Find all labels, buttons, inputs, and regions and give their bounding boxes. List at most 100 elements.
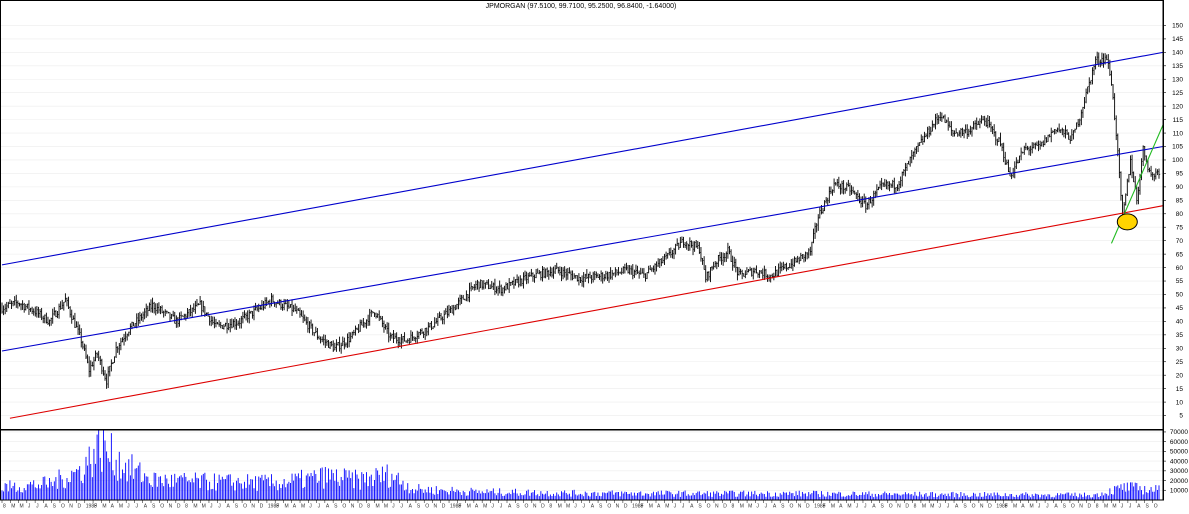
time-axis-label: D: [988, 504, 992, 510]
time-axis-label: J: [938, 504, 941, 510]
time-axis-label: J: [765, 504, 768, 510]
time-axis-label: M: [847, 504, 851, 510]
time-axis-label: O: [607, 504, 611, 510]
time-axis-label: J: [309, 504, 312, 510]
time-axis-label: O: [342, 504, 346, 510]
time-axis-label: M: [558, 504, 562, 510]
price-axis-label: 145: [1172, 36, 1183, 43]
time-axis-label: A: [475, 504, 479, 510]
time-axis-label: M: [467, 504, 471, 510]
time-axis-label: N: [433, 504, 437, 510]
price-axis-label: 125: [1172, 90, 1183, 97]
price-axis-label: 25: [1176, 359, 1184, 366]
volume-axis-label: 30000: [1170, 468, 1188, 475]
time-axis-label: M: [202, 504, 206, 510]
volume-axis-label: 40000: [1170, 458, 1188, 465]
price-axis-label: 70: [1176, 238, 1184, 245]
time-axis-label: J: [856, 504, 859, 510]
time-axis-label: D: [806, 504, 810, 510]
time-axis-label: J: [491, 504, 494, 510]
highlight-ellipse: [1116, 213, 1138, 231]
time-axis-label: J: [500, 504, 503, 510]
time-axis-label: D: [541, 504, 545, 510]
time-axis-label: M: [376, 504, 380, 510]
time-axis-label: J: [318, 504, 321, 510]
time-axis-label: S: [1063, 504, 1067, 510]
time-axis-label: M: [1013, 504, 1017, 510]
volume-panel-frame: [0, 429, 1164, 501]
price-axis-label: 55: [1176, 278, 1184, 285]
volume-axis-label: 20000: [1170, 478, 1188, 485]
time-axis-label: O: [1154, 504, 1158, 510]
time-axis-label: F: [1005, 504, 1008, 510]
time-axis-label: 8: [185, 504, 188, 510]
time-axis-label: J: [674, 504, 677, 510]
price-axis-label: 105: [1172, 144, 1183, 151]
time-axis-label: M: [119, 504, 123, 510]
time-axis-label: A: [955, 504, 959, 510]
time-axis-label: 8: [914, 504, 917, 510]
price-axis-label: 115: [1173, 117, 1184, 124]
price-axis-label: 40: [1176, 319, 1184, 326]
time-axis-label: 8: [732, 504, 735, 510]
time-axis-label: S: [881, 504, 885, 510]
time-axis-label: O: [789, 504, 793, 510]
time-axis-label: S: [599, 504, 603, 510]
highlight-marker: [1116, 213, 1138, 231]
price-axis-label: 130: [1172, 76, 1183, 83]
time-axis-label: M: [831, 504, 835, 510]
time-axis-label: J: [400, 504, 403, 510]
time-axis-label: F: [823, 504, 826, 510]
time-axis-label: O: [61, 504, 65, 510]
price-axis-label: 100: [1172, 157, 1183, 164]
time-axis-label: J: [1121, 504, 1124, 510]
price-axis-label: 85: [1176, 198, 1184, 205]
volume-axis-label: 10000: [1170, 487, 1188, 494]
time-axis-label: A: [872, 504, 876, 510]
price-axis-label: 80: [1176, 211, 1184, 218]
volume-axis: 10000 20000 30000 40000 50000 60000 70000: [1162, 429, 1188, 500]
time-axis-label: N: [798, 504, 802, 510]
price-axis-label: 50: [1176, 292, 1184, 299]
time-axis-label: F: [94, 504, 97, 510]
price-axis-label: 95: [1176, 171, 1184, 178]
time-axis-label: A: [1054, 504, 1058, 510]
time-axis-label: A: [409, 504, 413, 510]
time-axis-label: N: [351, 504, 355, 510]
time-axis-label: O: [525, 504, 529, 510]
time-axis-label: M: [1112, 504, 1116, 510]
time-axis-label: M: [930, 504, 934, 510]
price-axis-label: 35: [1176, 332, 1184, 339]
time-axis-label: J: [864, 504, 867, 510]
chart-title: JPMORGAN (97.5100, 99.7100, 95.2500, 96.…: [486, 3, 677, 10]
time-axis-label: J: [392, 504, 395, 510]
time-axis-label: A: [1137, 504, 1141, 510]
time-axis-label: 8: [3, 504, 6, 510]
time-axis-label: D: [723, 504, 727, 510]
time-axis-label: J: [1129, 504, 1132, 510]
price-grid: [0, 25, 1163, 416]
time-axis-label: D: [1087, 504, 1091, 510]
time-axis-label: A: [326, 504, 330, 510]
time-axis-label: A: [508, 504, 512, 510]
time-axis-label: M: [649, 504, 653, 510]
time-axis-label: J: [1046, 504, 1049, 510]
time-axis-label: 8: [1096, 504, 1099, 510]
chart-frames: [0, 0, 1164, 501]
time-axis-label: O: [425, 504, 429, 510]
time-axis-label: N: [251, 504, 255, 510]
time-axis-label: A: [657, 504, 661, 510]
price-axis-label: 90: [1176, 184, 1184, 191]
price-axis-label: 110: [1173, 130, 1184, 137]
time-axis-label: S: [152, 504, 156, 510]
price-axis-label: 75: [1176, 224, 1184, 231]
time-axis-label: S: [781, 504, 785, 510]
time-axis-label: N: [616, 504, 620, 510]
time-axis-label: A: [111, 504, 115, 510]
volume-bars: [1, 430, 1160, 500]
time-axis-label: J: [682, 504, 685, 510]
time-axis-label: N: [897, 504, 901, 510]
time-axis-label: J: [574, 504, 577, 510]
time-axis-label: O: [972, 504, 976, 510]
time-axis-label: A: [839, 504, 843, 510]
